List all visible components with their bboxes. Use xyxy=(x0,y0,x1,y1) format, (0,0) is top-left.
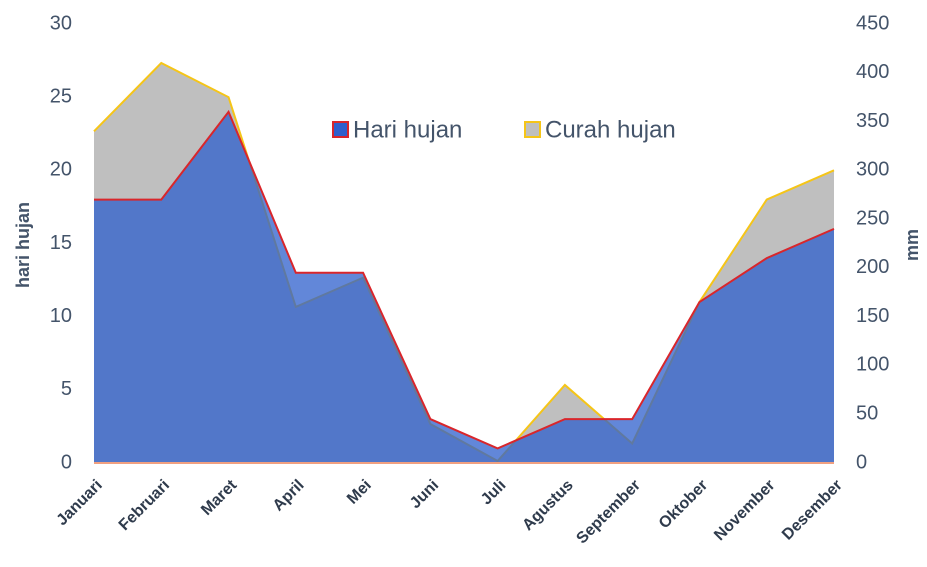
legend-label: Hari hujan xyxy=(353,116,462,143)
x-tick-label: September xyxy=(573,477,644,548)
x-tick-label: Desember xyxy=(779,477,846,544)
y-tick-label: 5 xyxy=(61,378,72,400)
legend-swatch xyxy=(332,121,349,138)
y-tick-label: 25 xyxy=(50,85,72,107)
x-tick-label: November xyxy=(711,477,778,544)
area xyxy=(94,111,834,464)
x-tick-label: Mei xyxy=(344,477,375,508)
y-tick-label: 0 xyxy=(61,451,72,473)
x-tick-label: April xyxy=(270,477,308,515)
area-line xyxy=(94,109,835,450)
y-tick-label: 20 xyxy=(50,159,72,181)
x-tick-label: Juli xyxy=(478,477,510,509)
x-tick-label: Februari xyxy=(116,477,173,534)
x-tick-label: Januari xyxy=(54,477,106,529)
y-tick-label: 10 xyxy=(50,305,72,327)
legend-swatch xyxy=(524,121,541,138)
y2-tick-label: 200 xyxy=(856,256,889,278)
y-axis-title: hari hujan xyxy=(13,202,33,288)
y2-tick-label: 350 xyxy=(856,110,889,132)
x-tick-label: Oktober xyxy=(656,477,711,532)
y2-tick-label: 100 xyxy=(856,354,889,376)
x-tick-label: Juni xyxy=(407,477,442,512)
x-tick-label: Agustus xyxy=(519,477,576,534)
y2-tick-label: 300 xyxy=(856,159,889,181)
x-tick-label: Maret xyxy=(198,476,241,519)
y2-tick-label: 50 xyxy=(856,403,878,425)
y-tick-label: 30 xyxy=(50,12,72,34)
y2-tick-label: 250 xyxy=(856,207,889,229)
y2-tick-label: 150 xyxy=(856,305,889,327)
y2-tick-label: 450 xyxy=(856,12,889,34)
y2-axis-title: mm xyxy=(902,229,922,261)
legend-label: Curah hujan xyxy=(545,116,676,143)
y2-tick-label: 0 xyxy=(856,451,867,473)
y-tick-label: 15 xyxy=(50,232,72,254)
y2-tick-label: 400 xyxy=(856,61,889,83)
